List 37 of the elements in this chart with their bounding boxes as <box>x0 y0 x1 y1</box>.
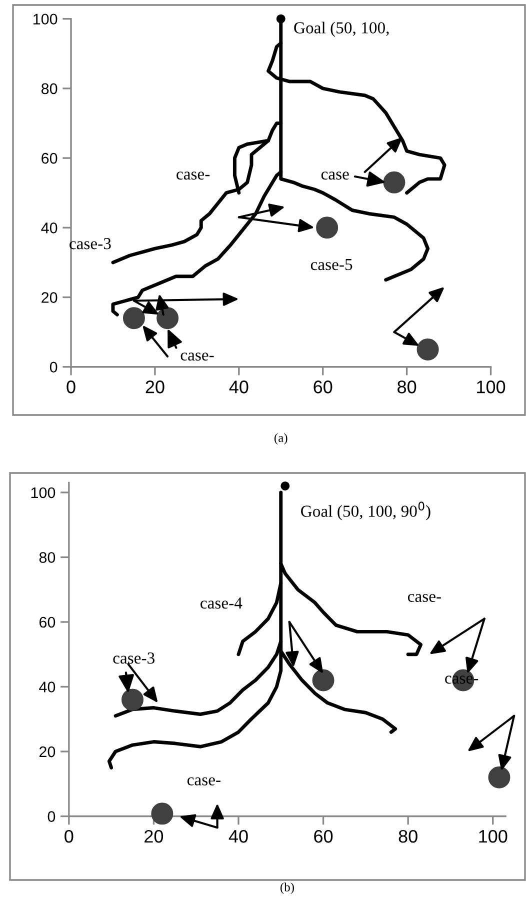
x-tick-label: 20 <box>146 380 164 394</box>
x-tick-label: 80 <box>398 830 418 843</box>
y-tick-label: 40 <box>39 682 56 692</box>
annotation: Goal (50, 100, <box>294 22 389 37</box>
annotation: case-3 <box>113 652 154 664</box>
annotation: case- <box>408 594 441 602</box>
y-tick-label: 20 <box>42 292 58 303</box>
annotation: Goal (50, 100, 90$^{0}$) <box>301 502 430 520</box>
x-tick-label: 20 <box>144 830 164 843</box>
text: (a) <box>274 433 288 445</box>
y-tick-label: 80 <box>39 552 56 563</box>
x-tick-label: 100 <box>477 380 506 394</box>
y-tick-label: 40 <box>41 222 58 234</box>
x-tick-label: 40 <box>229 380 248 394</box>
text: (b) <box>280 882 294 894</box>
annotation: case-3 <box>70 238 111 250</box>
x-tick-label: 100 <box>479 830 508 843</box>
x-tick-label: 60 <box>314 830 333 843</box>
x-tick-label: 0 <box>66 380 76 394</box>
y-tick-label: 60 <box>42 152 58 164</box>
annotation: case- <box>180 352 214 361</box>
x-tick-label: 80 <box>398 380 416 394</box>
y-tick-label: 100 <box>33 14 58 25</box>
annotation: case- <box>176 172 210 180</box>
x-tick-label: 40 <box>228 830 248 843</box>
y-tick-label: 20 <box>39 746 56 758</box>
y-tick-label: 100 <box>31 487 56 498</box>
annotation: case <box>321 172 349 180</box>
annotation: case- <box>187 777 220 786</box>
annotation: case-4 <box>200 598 242 609</box>
y-tick-label: 80 <box>41 83 58 94</box>
y-tick-label: 0 <box>48 811 56 822</box>
y-tick-label: 0 <box>50 362 58 373</box>
y-tick-label: 60 <box>39 616 56 628</box>
x-tick-label: 0 <box>64 830 74 843</box>
annotation: case-5 <box>310 259 352 270</box>
x-tick-label: 60 <box>314 380 332 394</box>
